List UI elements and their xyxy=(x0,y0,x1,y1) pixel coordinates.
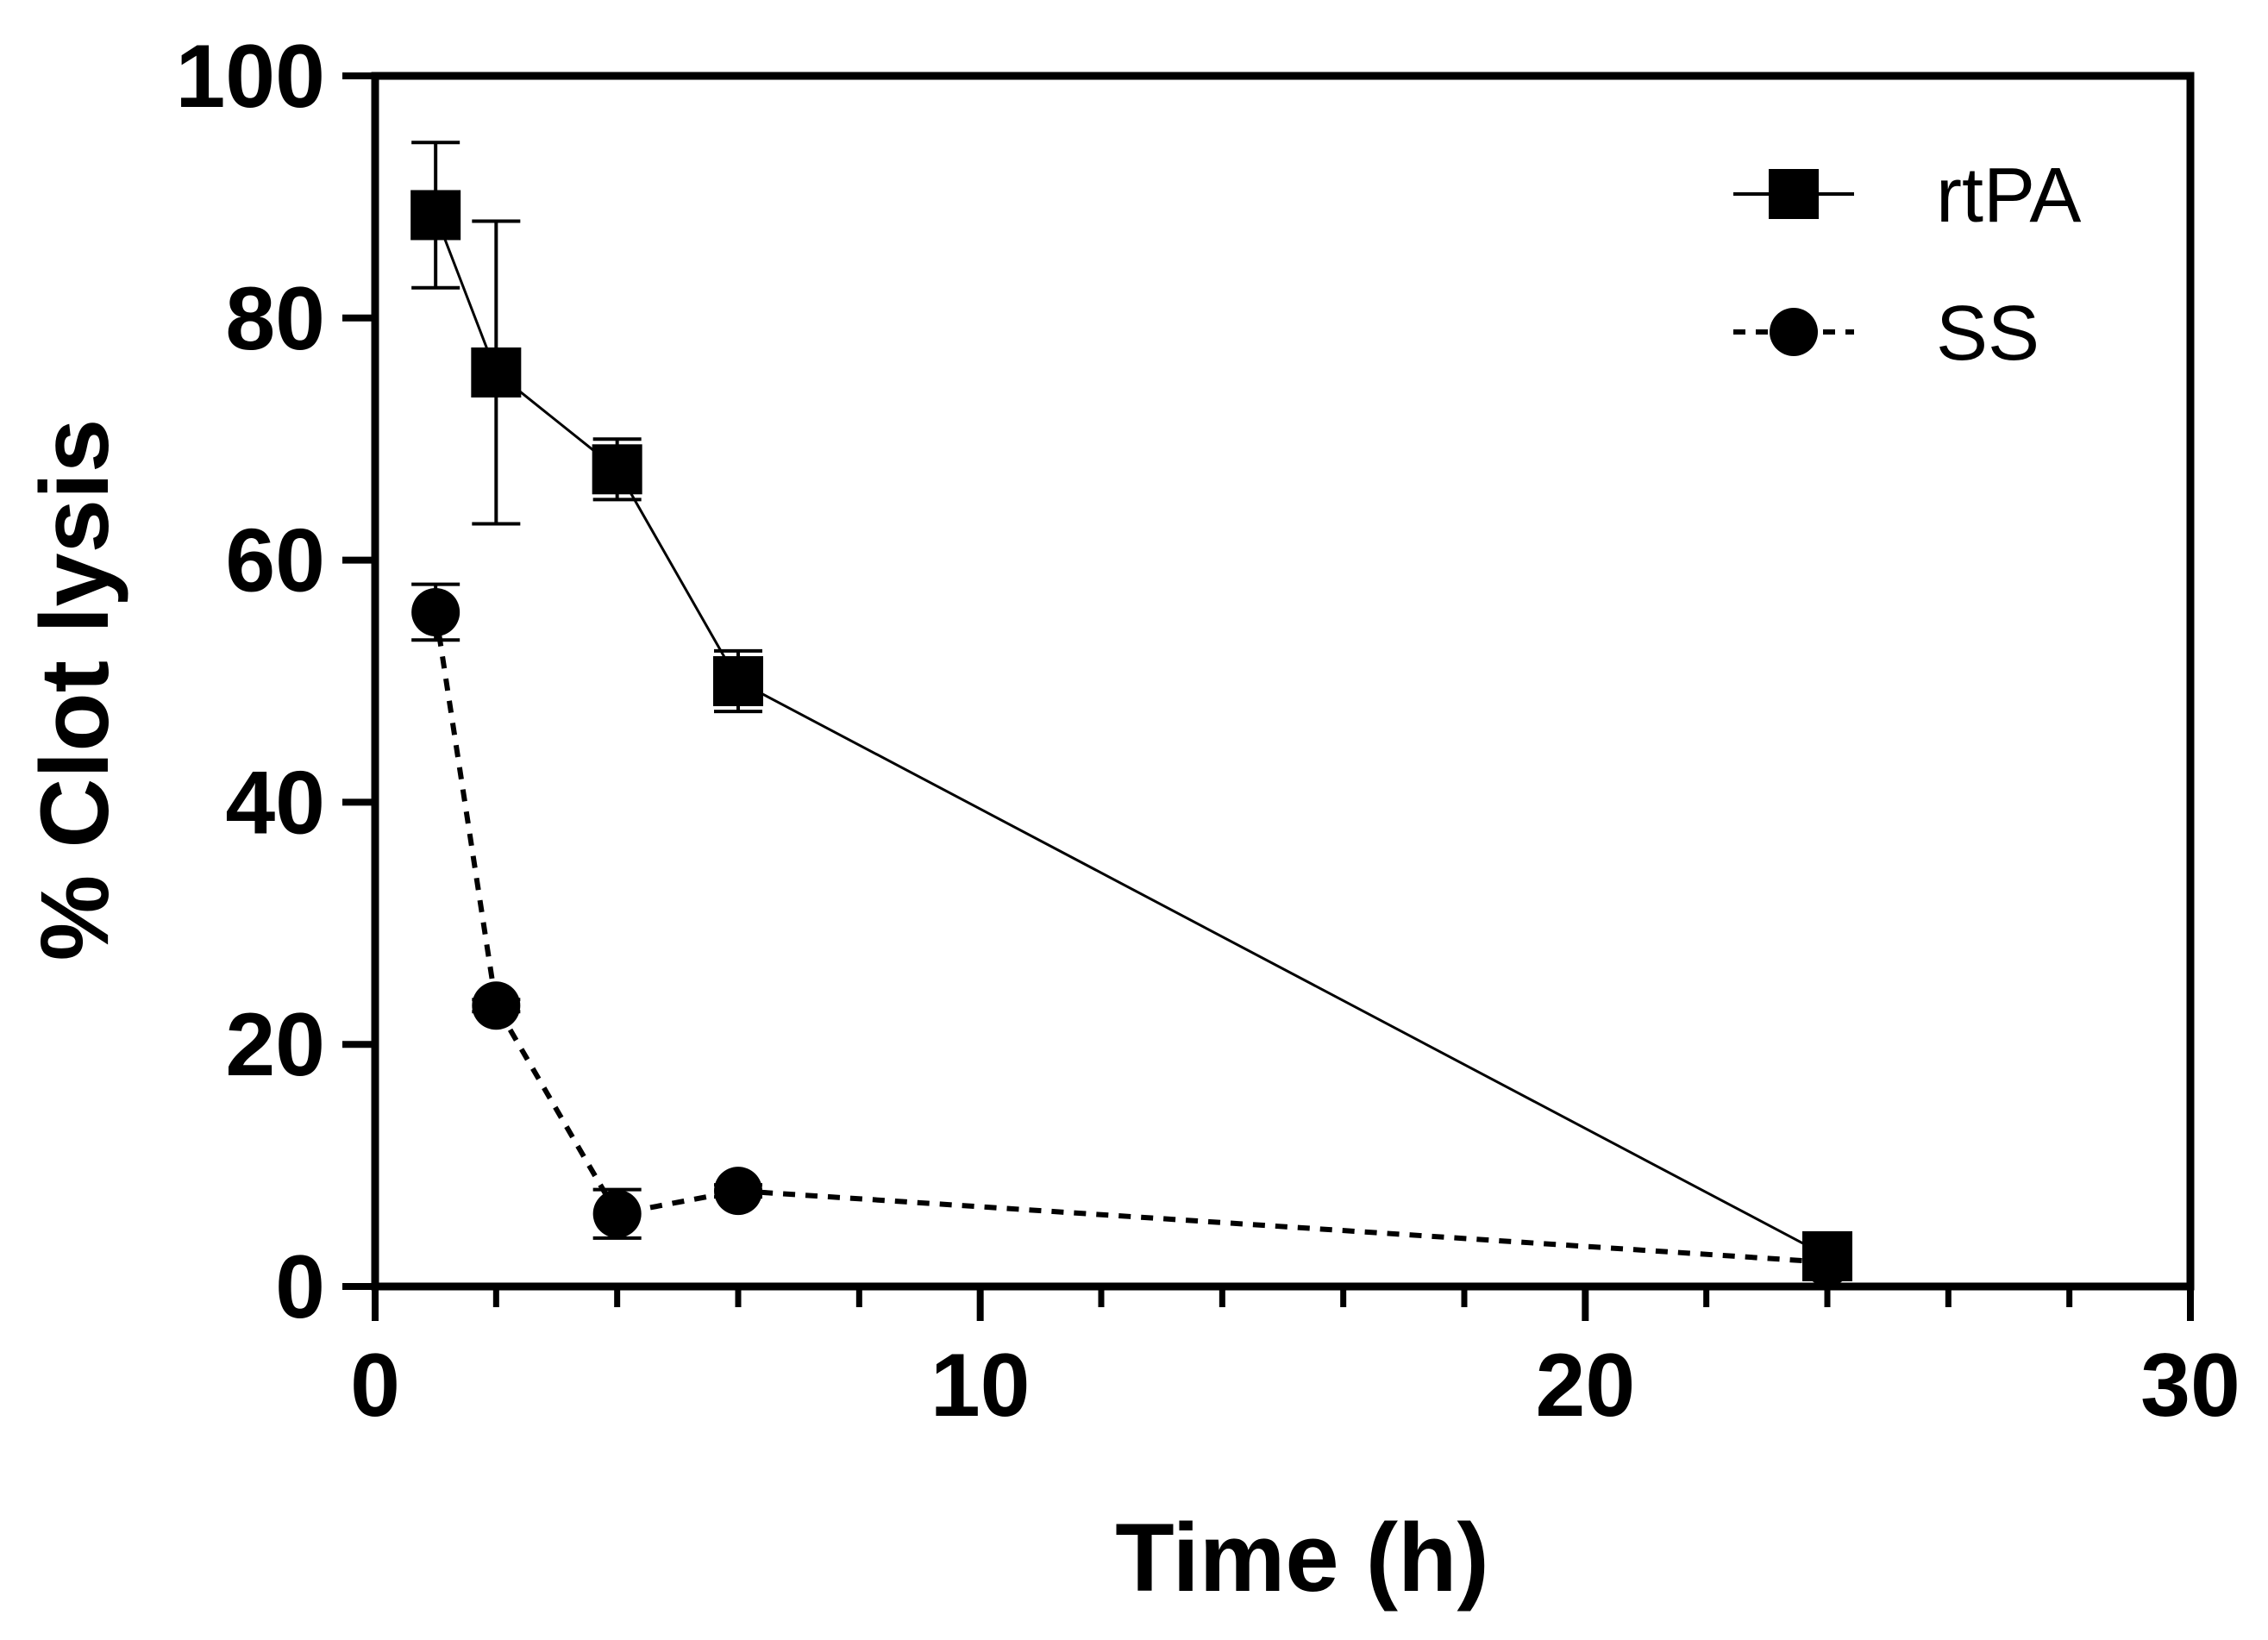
axes: 0 20 40 60 80 100 0 10 20 30 xyxy=(175,27,2240,1436)
x-axis-title: Time (h) xyxy=(1115,1504,1489,1612)
y-tick-label: 60 xyxy=(225,511,325,611)
data-point xyxy=(713,656,763,706)
data-point xyxy=(592,444,642,495)
data-point xyxy=(472,981,521,1030)
y-tick-label: 100 xyxy=(175,27,325,127)
y-tick-label: 20 xyxy=(225,995,325,1095)
data-point xyxy=(592,1189,642,1238)
legend-marker xyxy=(1769,169,1819,219)
x-tick-label: 20 xyxy=(1535,1336,1635,1436)
series-layer xyxy=(410,141,1852,1286)
x-tick-label: 0 xyxy=(350,1336,400,1436)
legend-label: rtPA xyxy=(1936,153,2081,239)
series-line-ss xyxy=(433,611,1828,1265)
y-tick-label: 40 xyxy=(225,753,325,853)
plot-frame xyxy=(371,72,2195,1291)
legend-item-ss: SS xyxy=(1733,291,2039,377)
x-tick-label: 30 xyxy=(2140,1336,2240,1436)
series-ss xyxy=(411,582,1851,1286)
legend-label: SS xyxy=(1936,291,2039,377)
y-axis-title: % Clot lysis xyxy=(21,419,128,961)
series-line-rtpa xyxy=(434,214,1828,1258)
legend-item-rtpa: rtPA xyxy=(1733,153,2081,239)
y-tick-label: 0 xyxy=(275,1237,325,1337)
data-point xyxy=(411,587,460,636)
data-point xyxy=(1803,1237,1851,1286)
legend-marker xyxy=(1770,308,1818,356)
legend: rtPA SS xyxy=(1733,153,2081,377)
data-point xyxy=(471,347,522,397)
data-point xyxy=(714,1167,762,1216)
y-tick-label: 80 xyxy=(225,269,325,369)
x-tick-label: 10 xyxy=(930,1336,1031,1436)
series-rtpa xyxy=(410,141,1852,1281)
data-point xyxy=(410,190,461,241)
